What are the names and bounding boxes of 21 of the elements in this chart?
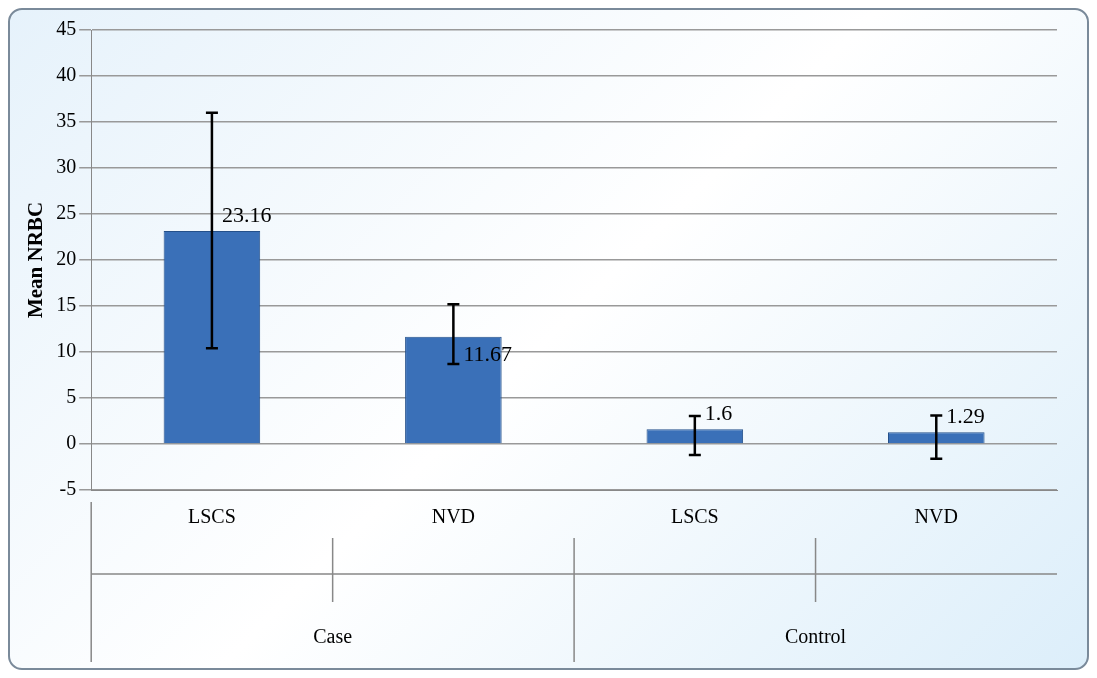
x-tick-label: LSCS — [670, 505, 719, 528]
y-tick-label: 10 — [56, 339, 77, 362]
y-tick-label: -5 — [59, 477, 77, 500]
y-tick-label: 20 — [56, 247, 77, 270]
y-axis-title: Mean NRBC — [23, 201, 48, 319]
y-tick-label: 5 — [66, 385, 77, 408]
y-tick-label: 25 — [56, 201, 77, 224]
x-tick-label: NVD — [914, 505, 958, 528]
data-label: 23.16 — [221, 201, 272, 227]
data-label: 1.29 — [946, 402, 985, 428]
y-tick-label: 0 — [66, 431, 77, 454]
text: Control — [784, 625, 847, 648]
x-tick-label: LSCS — [188, 505, 236, 528]
data-label: 1.6 — [704, 400, 733, 426]
text: Case — [313, 625, 353, 648]
y-tick-label: 35 — [56, 109, 77, 132]
x-tick-label: NVD — [431, 505, 476, 528]
y-tick-label: 15 — [56, 293, 77, 316]
y-tick-label: 40 — [56, 63, 77, 86]
y-tick-label: 45 — [56, 17, 77, 40]
y-tick-label: 30 — [56, 155, 77, 178]
